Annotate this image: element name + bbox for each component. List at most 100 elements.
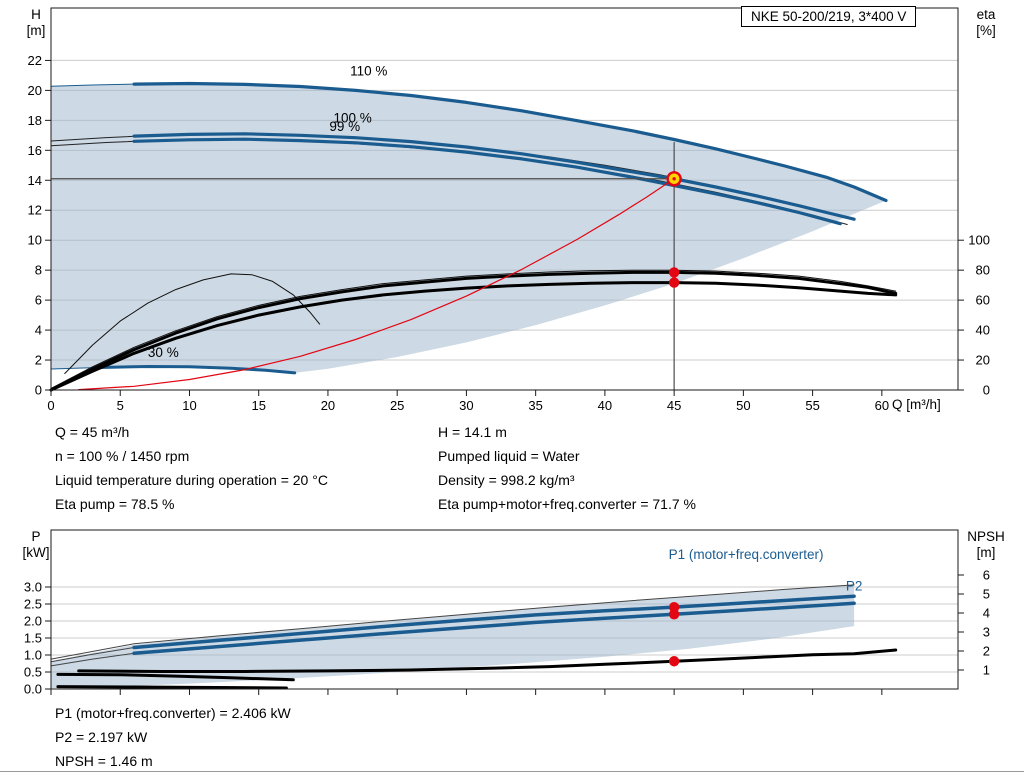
y-tick-label-right: 20: [976, 353, 990, 368]
plot-frame: [50, 529, 959, 690]
y-axis-title-right: eta: [977, 7, 996, 22]
operating-envelope: [51, 585, 855, 689]
info-line-p2: P2 = 2.197 kW: [55, 729, 148, 745]
power-info-column: P1 (motor+freq.converter) = 2.406 kW P2 …: [55, 701, 291, 773]
plot-frame: [50, 7, 959, 391]
y-tick-label-right: 80: [976, 263, 990, 278]
x-tick-label: 0: [47, 398, 54, 413]
y-tick-label-right: 60: [976, 293, 990, 308]
y-tick-label-left: 3.0: [24, 579, 42, 594]
y-tick-label-left: 1.5: [24, 630, 42, 645]
hq-eta-chart: 0 5 10 15 20 25 30 35 40 45 50 55 60 0 2 4 6 8 10 12 14 16 18 2…: [27, 7, 996, 413]
curve-p1: [132, 594, 856, 650]
curve-value-marker: [668, 277, 680, 288]
p-min-speed-2: [56, 685, 288, 690]
x-tick-label: 55: [805, 398, 819, 413]
y-tick-label-left: 2.5: [24, 596, 42, 611]
y-tick-label-right: 1: [983, 662, 990, 677]
info-line-density: Density = 998.2 kg/m³: [438, 472, 575, 488]
x-tick-label: 30: [459, 398, 473, 413]
curve-p2: [132, 601, 856, 656]
x-tick-label: 35: [528, 398, 542, 413]
eta-pump: [49, 270, 898, 392]
y-tick-label-right: 3: [983, 624, 990, 639]
y-tick-label-left: 12: [28, 203, 42, 218]
duty-info-right-column: H = 14.1 m Pumped liquid = Water Density…: [438, 420, 696, 516]
duty-point-center: [672, 177, 676, 181]
info-line-q: Q = 45 m³/h: [55, 424, 130, 440]
info-line-eta-total: Eta pump+motor+freq.converter = 71.7 %: [438, 496, 696, 512]
info-line-n: n = 100 % / 1450 rpm: [55, 448, 190, 464]
curve-label: 110 %: [350, 63, 387, 78]
x-tick-label: 60: [875, 398, 889, 413]
y-tick-label-right: 4: [983, 605, 990, 620]
curve-30: [98, 365, 297, 375]
y-tick-label-left: 8: [35, 263, 42, 278]
y-tick-label-right: 0: [983, 383, 990, 398]
p2-thin-left: [50, 652, 135, 667]
operating-envelope: [51, 83, 886, 373]
y-tick-label-left: 0.5: [24, 664, 42, 679]
y-tick-label-right: 40: [976, 323, 990, 338]
curve-label: 99 %: [329, 119, 360, 134]
y-axis-title-right: [m]: [977, 545, 996, 560]
y-tick-label-left: 16: [28, 143, 42, 158]
y-tick-label-left: 0: [35, 383, 42, 398]
y-tick-label-left: 6: [35, 293, 42, 308]
info-line-pumped-liquid: Pumped liquid = Water: [438, 448, 580, 464]
y-tick-label-left: 1.0: [24, 647, 42, 662]
info-line-p1: P1 (motor+freq.converter) = 2.406 kW: [55, 705, 291, 721]
y-tick-label-right: 2: [983, 643, 990, 658]
curve-110: [132, 81, 888, 203]
x-tick-label: 25: [390, 398, 404, 413]
p-envelope-top-thin: [50, 584, 855, 660]
y-tick-label-left: 2.0: [24, 613, 42, 628]
info-line-eta-pump: Eta pump = 78.5 %: [55, 496, 175, 512]
y-axis-title-left: P: [31, 529, 40, 544]
curve-value-marker: [668, 267, 680, 278]
bottom-separator: [0, 771, 1024, 772]
x-axis-title: Q [m³/h]: [892, 397, 941, 412]
info-line-h: H = 14.1 m: [438, 424, 507, 440]
y-tick-label-left: 20: [28, 83, 42, 98]
y-tick-label-left: 0.0: [24, 682, 42, 697]
x-tick-label: 20: [321, 398, 335, 413]
pump-model-title: NKE 50-200/219, 3*400 V: [741, 6, 917, 27]
eta-total: [49, 281, 898, 392]
y-tick-label-left: 14: [28, 173, 42, 188]
y-tick-label-left: 2: [35, 353, 42, 368]
curve-label: P1 (motor+freq.converter): [669, 547, 824, 562]
y-tick-label-right: 6: [983, 567, 990, 582]
info-line-npsh: NPSH = 1.46 m: [55, 753, 153, 769]
x-tick-label: 5: [117, 398, 124, 413]
curve-100: [132, 132, 856, 221]
curve-label: P2: [846, 578, 863, 593]
y-tick-label-left: 10: [28, 233, 42, 248]
info-line-liquid-temp: Liquid temperature during operation = 20…: [55, 472, 328, 488]
curve-value-marker: [668, 609, 680, 620]
system-curve: [78, 178, 675, 391]
curve-label: 100 %: [333, 111, 371, 126]
x-tick-label: 15: [251, 398, 265, 413]
y-tick-label-left: 18: [28, 113, 42, 128]
x-tick-label: 10: [182, 398, 196, 413]
p-min-speed: [56, 672, 295, 682]
x-tick-label: 45: [667, 398, 681, 413]
y-axis-title-left: [kW]: [23, 545, 50, 560]
p1-thin-left: [50, 647, 135, 663]
y-tick-label-right: 5: [983, 586, 990, 601]
y-axis-title-right: [%]: [976, 23, 996, 38]
y-tick-label-right: 100: [968, 233, 990, 248]
y-axis-title-left: [m]: [27, 23, 46, 38]
x-tick-label: 50: [736, 398, 750, 413]
curve-npsh: [77, 648, 898, 673]
curve-label: 30 %: [148, 345, 179, 360]
y-axis-title-right: NPSH: [967, 529, 1005, 544]
power-npsh-chart: 0.0 0.5 1.0 1.5 2.0 2.5 3.0 1 2 3 4 5 6 P[kW] NPSH[m] P…: [23, 529, 1005, 697]
y-axis-title-left: H: [31, 7, 41, 22]
curve-value-marker: [668, 656, 680, 667]
duty-info-left-column: Q = 45 m³/h n = 100 % / 1450 rpm Liquid …: [55, 420, 328, 516]
y-tick-label-left: 4: [35, 323, 42, 338]
